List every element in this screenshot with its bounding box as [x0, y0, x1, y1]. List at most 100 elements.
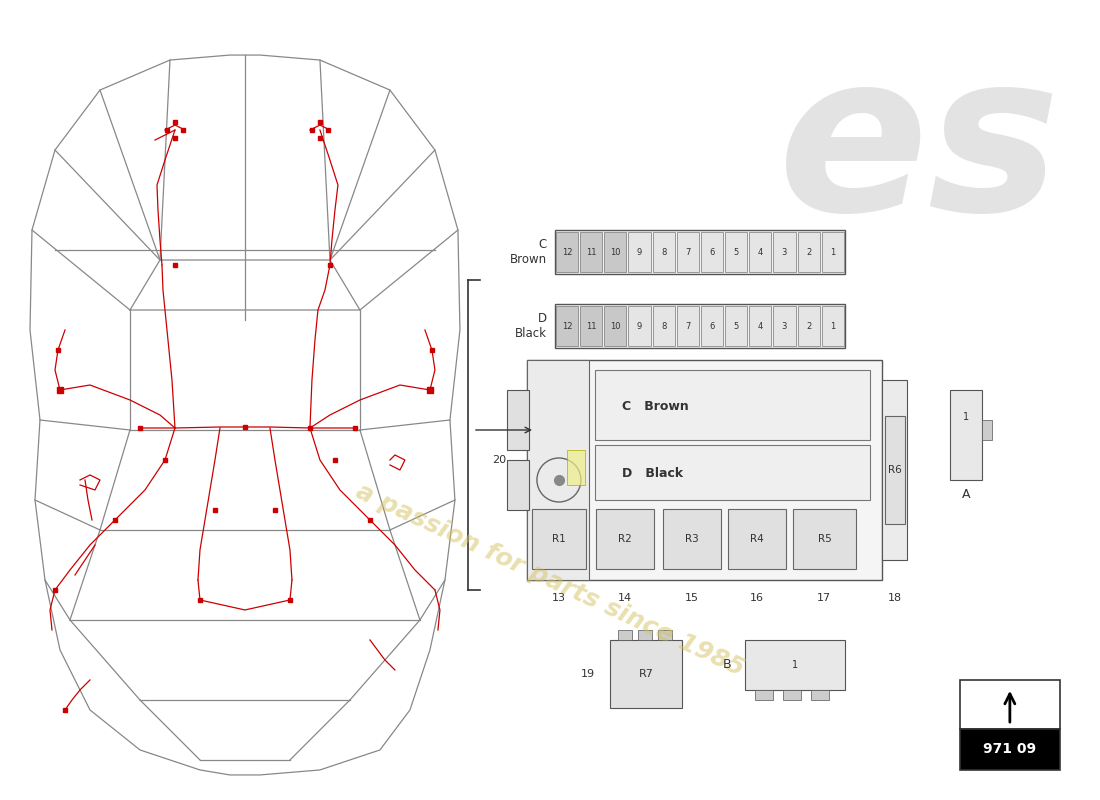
Text: 1: 1	[830, 322, 835, 330]
Bar	[793, 509, 856, 569]
Text: 9: 9	[637, 247, 642, 257]
Text: 4: 4	[758, 322, 763, 330]
Bar	[755, 690, 773, 700]
Bar	[749, 306, 771, 346]
Text: C   Brown: C Brown	[621, 401, 689, 414]
Bar	[580, 306, 603, 346]
Bar	[628, 232, 650, 272]
Text: 11: 11	[586, 247, 596, 257]
Bar	[652, 232, 674, 272]
Text: R5: R5	[817, 534, 832, 544]
Text: 5: 5	[734, 247, 739, 257]
Text: 5: 5	[734, 322, 739, 330]
Text: 12: 12	[562, 247, 572, 257]
Text: R3: R3	[685, 534, 698, 544]
Text: 3: 3	[782, 322, 788, 330]
Bar	[884, 416, 905, 524]
Bar	[658, 630, 672, 640]
Text: R4: R4	[750, 534, 763, 544]
Bar	[960, 730, 1060, 770]
Text: 17: 17	[817, 593, 830, 603]
Bar	[580, 232, 603, 272]
Bar	[532, 509, 586, 569]
Bar	[745, 640, 845, 690]
Text: D   Black: D Black	[621, 467, 683, 481]
Bar	[676, 232, 698, 272]
Text: R7: R7	[638, 669, 653, 679]
Bar	[950, 390, 982, 480]
Text: B: B	[723, 658, 732, 671]
Text: 1: 1	[962, 412, 969, 422]
Text: 19: 19	[581, 669, 595, 679]
Text: 7: 7	[685, 247, 691, 257]
Text: es: es	[779, 43, 1062, 257]
Text: 1: 1	[792, 660, 798, 670]
Text: 8: 8	[661, 322, 667, 330]
Bar	[628, 306, 650, 346]
Text: A: A	[961, 489, 970, 502]
Text: 2: 2	[806, 247, 812, 257]
Text: 12: 12	[562, 322, 572, 330]
Text: 18: 18	[888, 593, 902, 603]
Text: C
Brown: C Brown	[509, 238, 547, 266]
Bar	[652, 306, 674, 346]
Bar	[566, 450, 585, 485]
Bar	[609, 640, 682, 708]
Text: 8: 8	[661, 247, 667, 257]
Bar	[798, 306, 820, 346]
Text: 15: 15	[685, 593, 698, 603]
Bar	[725, 306, 747, 346]
Text: R2: R2	[618, 534, 631, 544]
Text: 20: 20	[492, 455, 506, 465]
Bar	[882, 380, 906, 560]
Bar	[798, 232, 820, 272]
Bar	[982, 420, 992, 440]
Bar	[507, 460, 529, 510]
Bar	[638, 630, 652, 640]
Text: 16: 16	[750, 593, 763, 603]
Text: 2: 2	[806, 322, 812, 330]
Text: 9: 9	[637, 322, 642, 330]
Bar	[595, 370, 870, 440]
Text: a passion for parts since 1985: a passion for parts since 1985	[352, 479, 748, 681]
Bar	[596, 509, 653, 569]
Bar	[773, 232, 795, 272]
Bar	[783, 690, 801, 700]
Bar	[676, 306, 698, 346]
Text: 3: 3	[782, 247, 788, 257]
Bar	[604, 232, 626, 272]
Text: 6: 6	[710, 322, 715, 330]
Bar	[507, 390, 529, 450]
Bar	[749, 232, 771, 272]
Text: 11: 11	[586, 322, 596, 330]
Bar	[725, 232, 747, 272]
Bar	[822, 232, 844, 272]
Bar	[527, 360, 882, 580]
Bar	[595, 445, 870, 500]
Bar	[822, 306, 844, 346]
Text: 10: 10	[610, 247, 620, 257]
Bar	[701, 306, 723, 346]
Bar	[773, 306, 795, 346]
Bar	[554, 230, 845, 274]
Bar	[604, 306, 626, 346]
Bar	[554, 304, 845, 348]
Text: 13: 13	[552, 593, 565, 603]
Bar	[811, 690, 829, 700]
Text: 1: 1	[830, 247, 835, 257]
Bar	[701, 232, 723, 272]
Text: D
Black: D Black	[515, 312, 547, 340]
Bar	[556, 306, 579, 346]
Text: 4: 4	[758, 247, 763, 257]
Text: R6: R6	[888, 465, 902, 475]
Text: 14: 14	[618, 593, 632, 603]
Text: 6: 6	[710, 247, 715, 257]
Bar	[618, 630, 631, 640]
Bar	[960, 680, 1060, 730]
Bar	[556, 232, 579, 272]
Text: 7: 7	[685, 322, 691, 330]
Bar	[728, 509, 785, 569]
Text: R1: R1	[552, 534, 565, 544]
Bar	[663, 509, 720, 569]
Text: 10: 10	[610, 322, 620, 330]
